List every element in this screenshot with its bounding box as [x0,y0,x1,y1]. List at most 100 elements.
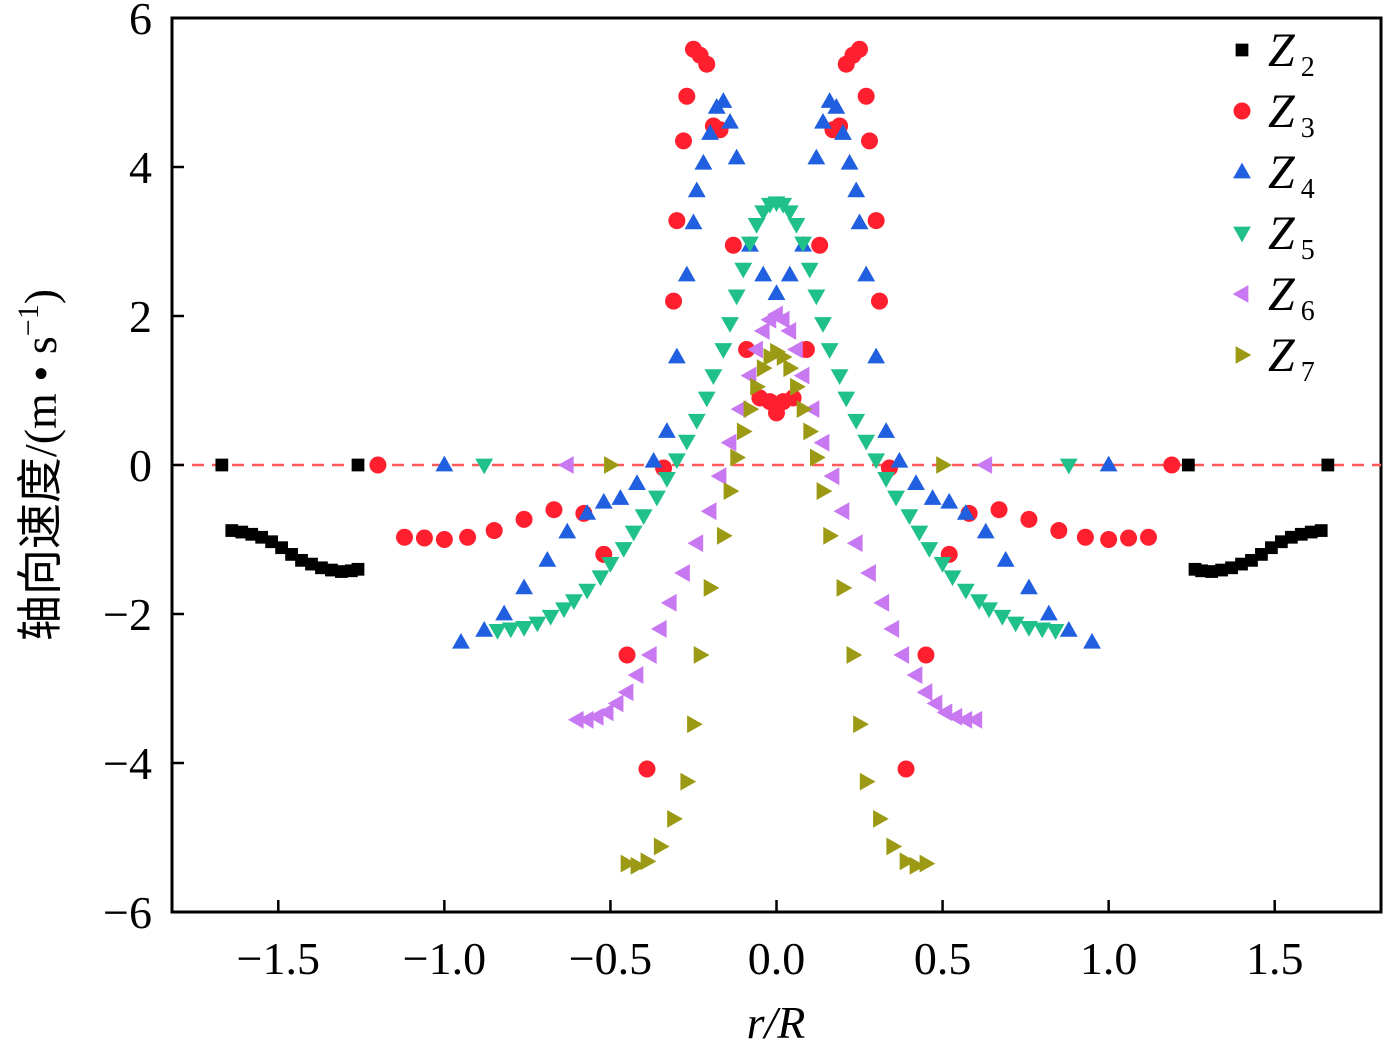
y-axis-title-main: 轴向速度/(m • s [15,336,66,641]
data-point [727,148,746,165]
data-point [916,683,933,702]
data-point [857,87,875,105]
data-point [1245,553,1258,567]
data-point [515,578,533,595]
data-point [976,456,993,474]
data-point [488,624,507,640]
data-point [594,492,613,509]
data-point [807,148,826,165]
data-point [1215,563,1228,577]
legend-label-subscript: 6 [1301,296,1315,327]
data-point [680,772,697,791]
data-point [1020,578,1038,595]
data-point [899,852,916,871]
data-point [305,557,318,571]
data-point [684,213,703,230]
data-point [630,856,647,875]
y-axis-ticks: −6 −4 −2 0 2 4 6 [103,0,184,938]
data-point [867,347,886,364]
data-point [396,528,413,546]
data-point [956,710,973,729]
data-point [617,683,634,702]
data-point [1294,527,1308,541]
legend-marker [1235,43,1249,57]
data-point [816,482,833,500]
data-point [910,525,929,542]
data-point [730,448,746,467]
data-point [756,359,773,378]
data-point [900,509,919,526]
data-point [846,646,863,664]
data-point [873,809,889,828]
data-point [687,534,704,553]
data-point [701,124,719,140]
data-point [1225,561,1238,575]
data-point [1076,528,1094,546]
data-point [906,666,923,685]
data-point [893,646,910,664]
data-point [618,646,636,664]
data-point [811,236,829,254]
data-point [776,348,793,366]
data-point [721,317,739,333]
data-point [545,501,563,519]
x-axis-title: r/R [747,997,806,1045]
data-point [883,619,900,638]
data-point [1265,541,1278,555]
y-tick-label: −6 [103,887,152,938]
data-point [1120,529,1138,547]
data-point [814,112,832,129]
data-point [677,434,696,451]
data-point [747,217,766,234]
data-point [475,458,494,475]
data-point [700,502,717,521]
data-point [657,422,676,438]
data-point [644,451,663,468]
data-point [275,541,288,555]
y-tick-label: 6 [129,0,152,44]
data-point [660,593,677,612]
data-point [887,490,905,507]
data-point [850,213,869,230]
data-point [315,561,328,575]
data-point [698,55,716,73]
data-point [976,522,995,539]
legend-marker [1233,226,1251,243]
x-tick-label: 0.5 [914,933,972,984]
data-point [693,646,710,664]
data-point [1304,525,1318,539]
data-point [877,472,896,488]
data-point [687,413,706,430]
series-Z5 [475,196,1078,640]
data-point [800,262,819,279]
data-point [459,528,477,546]
data-point [780,205,799,222]
data-point [557,456,574,474]
legend-marker [1233,162,1251,179]
data-point [996,551,1015,567]
data-point [515,621,533,637]
series-Z2 [215,458,1335,578]
data-point [624,525,643,542]
data-point [703,579,720,597]
data-point [452,632,470,649]
legend: Z 2Z 3Z 4Z 5Z 6Z 7 [1232,24,1315,388]
data-point [638,760,656,778]
data-point [803,422,820,441]
data-point [678,87,696,105]
data-point [1205,565,1218,578]
data-point [495,604,514,621]
data-point [627,666,644,685]
data-point [857,434,876,451]
data-point [946,707,963,726]
data-point [897,760,915,778]
data-point [890,451,909,468]
data-point [886,837,903,856]
data-point [225,524,239,537]
data-point [714,92,733,108]
data-point [820,343,839,359]
